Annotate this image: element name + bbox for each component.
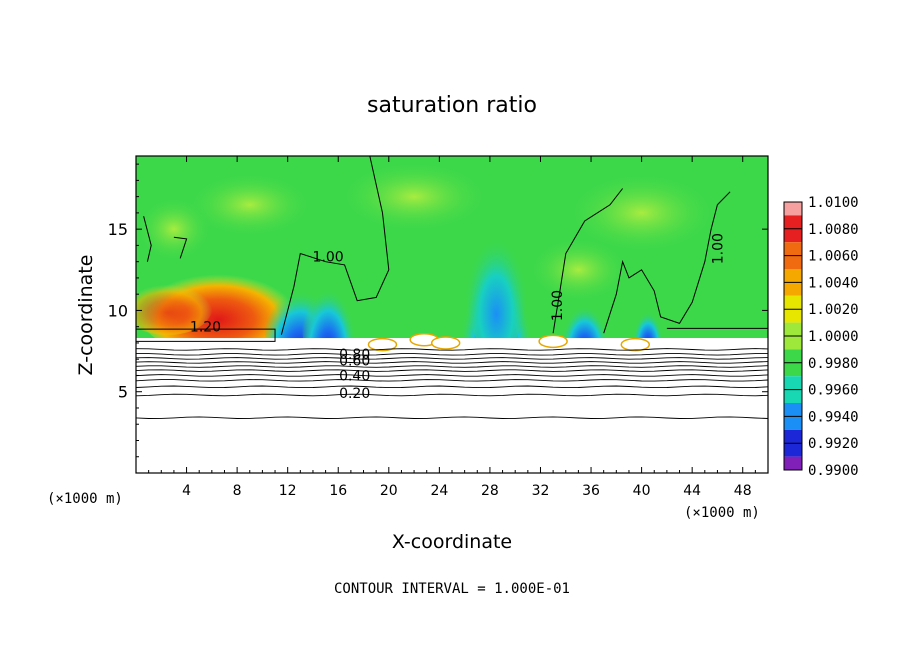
colorbar-label: 0.9940 xyxy=(808,409,859,425)
colorbar-label: 0.9900 xyxy=(808,463,859,479)
contour-label: 1.00 xyxy=(550,290,566,321)
contour-line xyxy=(136,348,768,351)
contour-line xyxy=(136,369,768,372)
colorbar-label: 1.0100 xyxy=(808,195,859,211)
contour-lines xyxy=(136,156,768,419)
colorbar-band xyxy=(784,215,802,229)
colorbar-band xyxy=(784,309,802,323)
chart-title: saturation ratio xyxy=(367,93,537,118)
contour-label: 1.00 xyxy=(313,250,344,266)
contour-line xyxy=(136,416,768,419)
colorbar-band xyxy=(784,269,802,283)
field-bump xyxy=(620,337,651,352)
field-patch xyxy=(566,172,718,254)
colorbar-band xyxy=(784,282,802,296)
field-stable-layer xyxy=(136,338,768,473)
colorbar-label: 1.0040 xyxy=(808,275,859,291)
y-tick-label: 5 xyxy=(118,383,128,402)
contour-label: 0.80 xyxy=(339,347,370,363)
colorbar-band xyxy=(784,456,802,470)
field-patch xyxy=(338,160,490,233)
x-unit-right: (×1000 m) xyxy=(684,505,760,521)
field-bump xyxy=(538,334,568,349)
field-bump xyxy=(430,336,461,350)
x-tick-label: 44 xyxy=(683,483,701,499)
y-axis-label: Z-coordinate xyxy=(75,255,97,376)
field-patch xyxy=(136,196,212,262)
contour-labels: 1.20 0.800.600.40 0.20 1.00 1.00 1.00 xyxy=(190,233,727,402)
colorbar-band xyxy=(784,429,802,444)
colorbar-label: 1.0080 xyxy=(808,222,859,238)
x-tick-label: 8 xyxy=(233,483,242,499)
x-tick-label: 20 xyxy=(380,483,398,499)
colorbar-band xyxy=(784,255,802,269)
field-low-region xyxy=(466,216,527,357)
contour-line xyxy=(552,188,623,334)
contour-line xyxy=(136,379,768,382)
contour-interval-note: CONTOUR INTERVAL = 1.000E-01 xyxy=(334,581,570,597)
contour-line xyxy=(280,156,390,335)
colorbar: 1.0100 1.0080 1.0060 1.0040 1.0020 1.0000 0.99… xyxy=(783,195,859,479)
contour-label: 0.20 xyxy=(339,386,370,402)
x-tick-label: 32 xyxy=(532,483,550,499)
colorbar-band xyxy=(784,336,802,350)
x-tick-label: 4 xyxy=(182,483,191,499)
colorbar-band xyxy=(784,242,802,256)
colorbar-band xyxy=(784,376,802,390)
colorbar-band xyxy=(784,403,802,417)
field-patch xyxy=(186,172,313,238)
colorbar-label: 0.9980 xyxy=(808,356,859,372)
x-unit-left: (×1000 m) xyxy=(47,491,123,507)
field-high-region xyxy=(136,279,213,336)
contour-label: 1.20 xyxy=(190,320,221,336)
colorbar-band xyxy=(784,295,802,310)
x-tick-label: 24 xyxy=(430,483,448,499)
x-tick-label: 16 xyxy=(329,483,347,499)
x-tick-label: 40 xyxy=(633,483,651,499)
contour-line xyxy=(173,236,188,259)
field-patch xyxy=(528,237,629,303)
contour-line xyxy=(136,353,768,356)
colorbar-band xyxy=(784,416,802,430)
colorbar-band xyxy=(784,362,802,377)
colorbar-band xyxy=(784,389,802,403)
field-bump xyxy=(367,337,398,352)
plot-field xyxy=(136,156,768,473)
colorbar-band xyxy=(784,228,802,243)
y-tick-label: 15 xyxy=(108,220,128,239)
colorbar-label: 1.0060 xyxy=(808,249,859,265)
contour-line xyxy=(136,374,768,377)
x-tick-label: 28 xyxy=(481,483,499,499)
x-tick-label: 12 xyxy=(279,483,297,499)
colorbar-label: 1.0000 xyxy=(808,329,859,345)
x-tick-label: 36 xyxy=(582,483,600,499)
contour-line xyxy=(136,365,768,368)
contour-line xyxy=(136,385,768,389)
x-tick-label: 48 xyxy=(734,483,752,499)
colorbar-band xyxy=(784,322,802,336)
contour-line xyxy=(136,361,768,364)
colorbar-band xyxy=(784,443,802,457)
contour-line xyxy=(136,328,276,342)
contour-label: 0.60 xyxy=(339,354,370,370)
contour-line xyxy=(143,215,152,262)
colorbar-band xyxy=(784,349,802,363)
y-tick-label: 10 xyxy=(108,301,128,320)
contour-line xyxy=(603,191,731,334)
colorbar-band xyxy=(784,202,802,216)
colorbar-label: 0.9920 xyxy=(808,436,859,452)
contour-line xyxy=(136,357,768,360)
x-axis-label: X-coordinate xyxy=(392,531,512,553)
contour-label: 1.00 xyxy=(710,233,726,264)
colorbar-label: 1.0020 xyxy=(808,302,859,318)
contour-label: 0.40 xyxy=(339,368,370,384)
colorbar-label: 0.9960 xyxy=(808,383,859,399)
contour-line xyxy=(136,393,768,397)
